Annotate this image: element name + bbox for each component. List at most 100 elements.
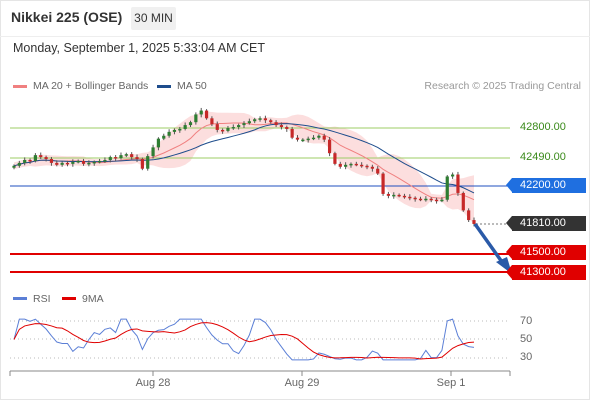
- candle-body: [258, 118, 262, 120]
- candle-body: [215, 124, 219, 130]
- candle-body: [114, 157, 118, 159]
- candle-body: [333, 153, 337, 164]
- ma50-line: [13, 123, 475, 194]
- candle-body: [434, 199, 439, 202]
- candle-body: [76, 160, 80, 163]
- candle-body: [162, 135, 166, 139]
- candle-body: [295, 137, 300, 140]
- candle-body: [60, 162, 64, 165]
- candle-body: [338, 163, 342, 167]
- candle-body: [108, 157, 112, 160]
- rsi-swatch: [13, 297, 27, 300]
- candle-body: [130, 154, 134, 158]
- candle-body: [376, 168, 380, 174]
- candle-body: [119, 155, 123, 159]
- rsi-legend: [13, 297, 76, 300]
- copyright: Research © 2025 Trading Central: [424, 80, 581, 92]
- candle-body: [317, 135, 321, 138]
- candle-body: [269, 120, 273, 123]
- rsi-line: [13, 318, 475, 361]
- candle-body: [183, 125, 187, 129]
- candle-body: [408, 196, 412, 199]
- candle-body: [39, 155, 43, 158]
- candle-body: [167, 131, 171, 136]
- candle-body: [146, 156, 150, 169]
- candle-body: [392, 194, 396, 197]
- candle-body: [188, 122, 193, 126]
- candle-body: [424, 198, 428, 201]
- candle-body: [290, 128, 294, 138]
- rsi-tick-30: 30: [520, 351, 533, 363]
- candle-body: [237, 125, 241, 128]
- pivot-tag: 42200.00: [506, 178, 586, 193]
- candle-body: [226, 128, 230, 131]
- candle-body: [231, 127, 235, 129]
- candle-body: [301, 139, 305, 142]
- candle-body: [413, 197, 417, 200]
- candle-body: [210, 118, 214, 125]
- legend-bollinger-label: MA 20 + Bollinger Bands: [33, 80, 149, 92]
- rsi-legend-label: RSI: [33, 293, 51, 305]
- candle-body: [247, 121, 251, 124]
- candle-body: [263, 118, 267, 121]
- candle-body: [327, 139, 332, 154]
- rsi-lines: [13, 318, 475, 361]
- x-label-sep1: Sep 1: [436, 377, 466, 389]
- candle-body: [451, 174, 455, 177]
- rsi-ma-line: [13, 322, 475, 360]
- candle-body: [178, 128, 182, 131]
- candle-body: [456, 174, 460, 193]
- rsi-tick-70: 70: [520, 315, 533, 327]
- candle-body: [461, 192, 465, 211]
- support-1-tag: 41500.00: [506, 245, 586, 260]
- candle-body: [397, 194, 401, 197]
- legend-ma50-label: MA 50: [177, 80, 207, 92]
- candle-body: [381, 173, 385, 194]
- candle-body: [49, 159, 54, 163]
- candle-body: [140, 159, 144, 169]
- candle-body: [429, 198, 433, 201]
- candles: [12, 107, 476, 227]
- candle-body: [71, 161, 75, 164]
- candle-body: [44, 157, 48, 160]
- candle-body: [103, 159, 107, 162]
- candle-body: [274, 122, 278, 126]
- support-2-tag: 41300.00: [506, 265, 586, 280]
- candle-body: [97, 160, 102, 163]
- datetime-label: Monday, September 1, 2025 5:33:04 AM CET: [13, 41, 265, 55]
- candle-body: [28, 159, 32, 162]
- candle-body: [402, 195, 407, 198]
- candle-body: [472, 220, 476, 224]
- header-divider: [0, 36, 590, 37]
- candle-body: [322, 135, 326, 140]
- candle-body: [311, 137, 316, 140]
- candle-body: [135, 157, 139, 160]
- candle-body: [12, 165, 16, 168]
- candle-body: [253, 119, 257, 122]
- resistance-2-label: 42800.00: [520, 121, 566, 133]
- candle-body: [386, 193, 391, 196]
- legend-bollinger: MA 20 + Bollinger Bands: [13, 80, 148, 92]
- candle-body: [306, 138, 310, 141]
- timeframe-button[interactable]: 30 MIN: [131, 7, 176, 30]
- candle-body: [221, 129, 225, 132]
- candle-body: [440, 199, 444, 202]
- bollinger-band-area: [14, 111, 474, 225]
- candle-body: [23, 159, 27, 163]
- candle-body: [55, 162, 59, 165]
- candle-body: [279, 125, 284, 128]
- candle-body: [365, 165, 369, 168]
- last-price-tag: 41810.00: [506, 216, 586, 231]
- candle-body: [92, 161, 96, 164]
- resistance-1-label: 42490.00: [520, 151, 566, 163]
- candle-body: [360, 164, 364, 167]
- instrument-title: Nikkei 225 (OSE): [11, 9, 123, 25]
- candle-body: [370, 166, 374, 169]
- rsi-ma-swatch: [62, 297, 76, 300]
- candle-body: [172, 129, 177, 132]
- candle-body: [156, 138, 161, 148]
- candle-body: [151, 147, 155, 157]
- bollinger-band: [14, 111, 474, 225]
- candle-body: [33, 155, 37, 161]
- x-label-aug28: Aug 28: [135, 377, 171, 389]
